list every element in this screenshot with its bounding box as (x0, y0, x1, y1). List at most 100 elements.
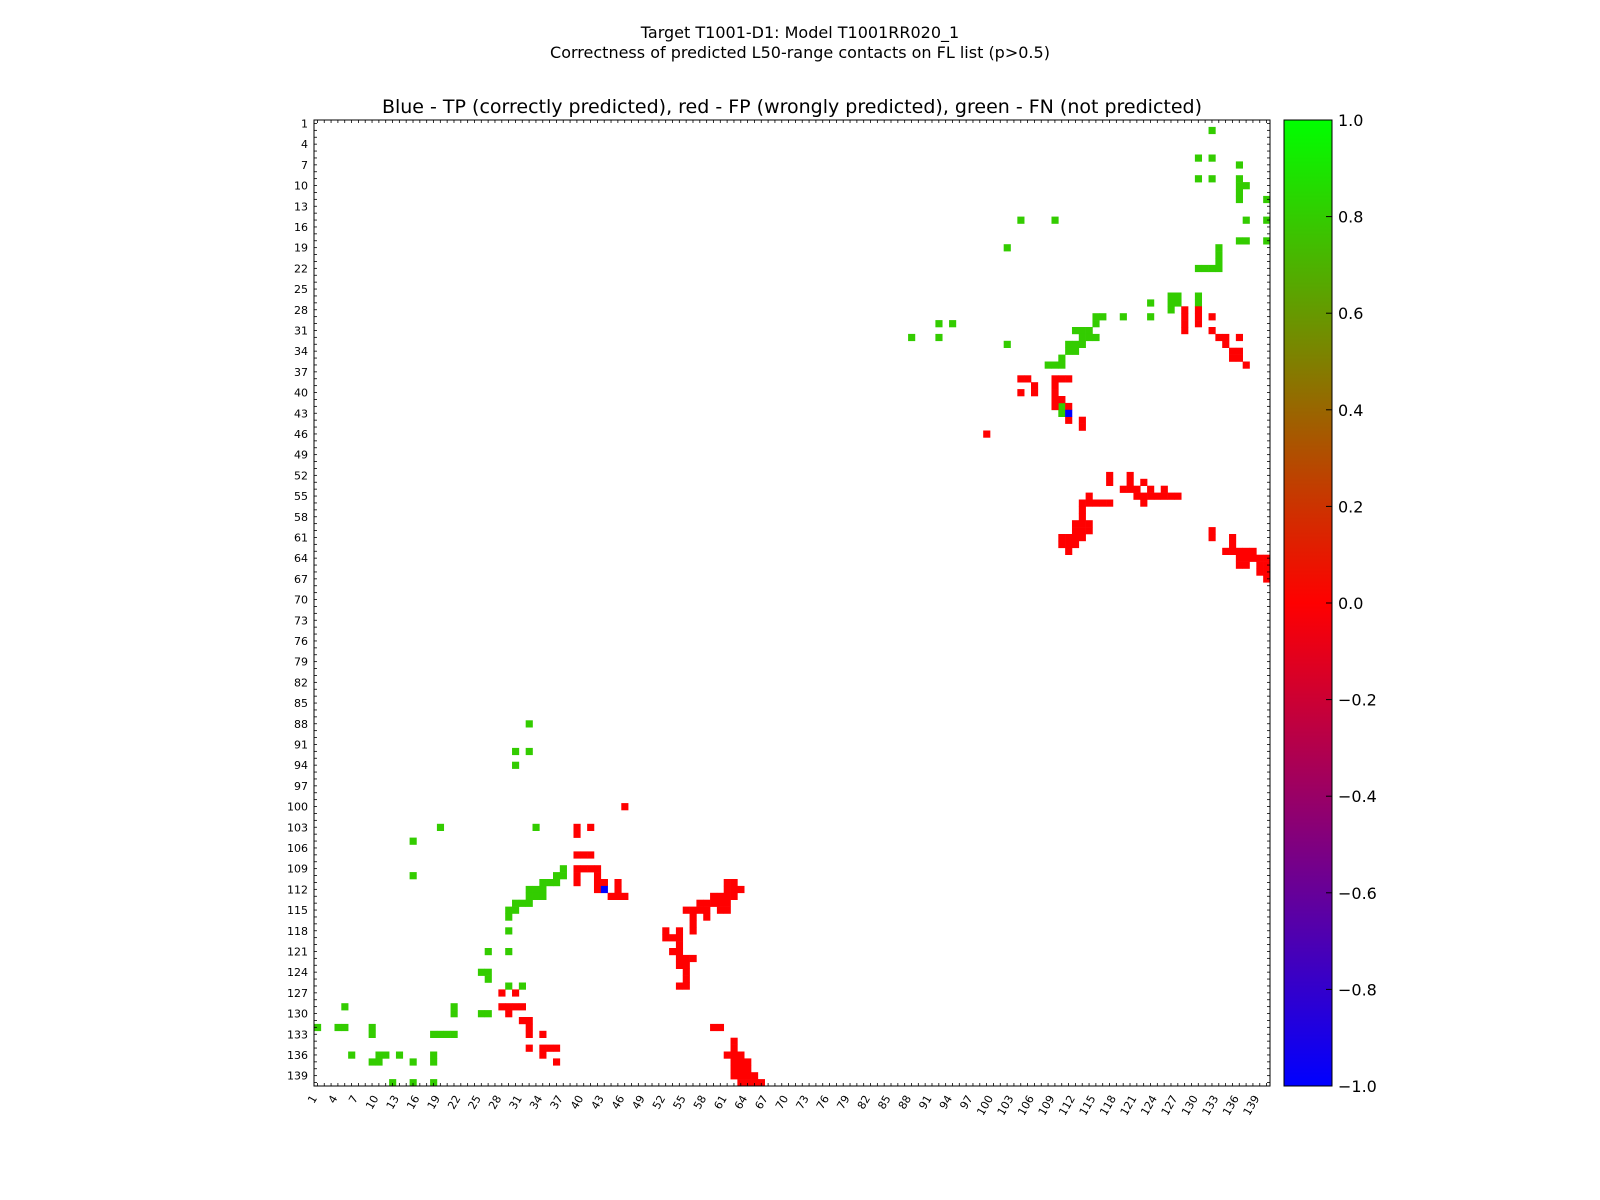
cell-fp (1181, 320, 1189, 328)
cell-fp (498, 989, 506, 997)
y-tick-label: 52 (294, 469, 308, 482)
x-tick-label: 10 (363, 1093, 381, 1112)
y-tick-label: 112 (287, 883, 308, 896)
x-tick-label: 133 (1200, 1093, 1222, 1118)
y-tick-label: 64 (294, 552, 308, 565)
cell-fp (1024, 375, 1032, 383)
y-tick-label: 46 (294, 428, 308, 441)
y-tick-label: 91 (294, 738, 308, 751)
cell-fn (1242, 216, 1250, 224)
cell-fn (436, 1030, 445, 1038)
cell-fp (600, 879, 608, 887)
colorbar-tick-label: −0.6 (1338, 884, 1377, 903)
colorbar-tick-label: 0.2 (1338, 497, 1363, 516)
cell-fp (1229, 547, 1237, 555)
cell-fn (1085, 327, 1093, 335)
cell-fn (525, 720, 533, 728)
cell-fp (580, 865, 588, 873)
figure-title-line1: Target T1001-D1: Model T1001RR020_1 (640, 23, 959, 43)
cell-fp (1085, 499, 1093, 507)
cell-fn (1003, 340, 1011, 348)
cell-fn (532, 823, 540, 831)
cell-fp (1208, 527, 1216, 535)
x-tick-label: 82 (855, 1093, 873, 1112)
cell-fp (1017, 389, 1025, 397)
cell-fp (703, 899, 711, 907)
cell-fp (1058, 534, 1066, 542)
cell-fp (1078, 520, 1086, 528)
cell-fp (1126, 485, 1134, 493)
cell-fn (1194, 154, 1203, 162)
x-tick-label: 22 (445, 1093, 463, 1112)
cell-fn (518, 899, 526, 907)
cell-fp (1222, 333, 1230, 342)
cell-fn (1263, 195, 1271, 204)
cell-fn (525, 885, 533, 894)
cell-fn (512, 899, 520, 907)
heatmap-cells (314, 126, 1271, 1087)
x-tick-label: 94 (937, 1093, 955, 1112)
cell-fn (1242, 237, 1250, 245)
y-tick-label: 31 (294, 324, 308, 337)
cell-fn (1174, 299, 1182, 307)
cell-fp (1031, 389, 1039, 397)
cell-fp (1078, 527, 1086, 535)
cell-fn (409, 837, 417, 845)
cell-fp (1133, 492, 1141, 500)
cell-fn (1058, 361, 1066, 369)
cell-fp (696, 899, 704, 907)
x-tick-label: 85 (875, 1093, 893, 1112)
cell-fn (505, 982, 513, 990)
cell-fp (1229, 347, 1237, 355)
cell-fp (1256, 561, 1264, 569)
cell-fp (607, 892, 615, 900)
x-tick-label: 31 (507, 1093, 525, 1112)
cell-fn (477, 1010, 486, 1018)
x-tick-label: 127 (1159, 1093, 1181, 1118)
y-tick-label: 106 (287, 842, 308, 855)
cell-fp (1085, 527, 1093, 535)
x-tick-label: 37 (548, 1093, 566, 1112)
cell-fn (1194, 175, 1203, 183)
cell-fn (1174, 292, 1182, 300)
cell-fp (1140, 499, 1148, 507)
cell-fp (525, 1030, 533, 1038)
cell-fp (1071, 534, 1080, 542)
cell-fp (1106, 471, 1114, 480)
cell-fn (1071, 327, 1080, 335)
cell-fn (484, 1010, 492, 1018)
cell-fp (553, 1044, 561, 1052)
cell-fp (1229, 354, 1237, 362)
cell-fn (1194, 264, 1203, 273)
cell-fn (1092, 313, 1100, 321)
cell-fn (539, 879, 547, 887)
cell-fp (744, 1072, 752, 1080)
cell-fp (730, 1058, 738, 1066)
colorbar-ticks: 1.0 0.8 0.6 0.4 0.2 0.0 −0.2 −0.4 −0.6 −0.8 −1.0 (1326, 111, 1377, 1096)
cell-fp (518, 1017, 526, 1025)
cell-fp (689, 920, 697, 928)
colorbar: 1.0 0.8 0.6 0.4 0.2 0.0 −0.2 −0.4 −0.6 −0.8 −1.0 (1283, 111, 1377, 1096)
cell-fn (559, 872, 567, 880)
cell-fp (1051, 396, 1059, 404)
x-tick-label: 70 (773, 1093, 791, 1112)
cell-fp (1263, 575, 1271, 583)
cell-fn (1208, 264, 1216, 273)
y-tick-label: 133 (287, 1028, 308, 1041)
cell-fp (1249, 547, 1257, 555)
y-tick-label: 43 (294, 407, 308, 420)
x-tick-label: 25 (466, 1093, 484, 1112)
cell-fn (1215, 251, 1223, 259)
cell-fp (1078, 499, 1086, 507)
cell-fn (553, 872, 561, 880)
cell-fn (505, 948, 513, 956)
x-tick-label: 4 (326, 1093, 341, 1106)
cell-fn (525, 899, 533, 907)
cell-fn (443, 1030, 451, 1038)
cell-fn (382, 1051, 390, 1059)
cell-fp (737, 1079, 745, 1087)
y-tick-label: 121 (287, 945, 308, 958)
cell-fp (751, 1079, 759, 1087)
cell-fp (1208, 313, 1216, 321)
cell-fp (546, 1044, 554, 1052)
